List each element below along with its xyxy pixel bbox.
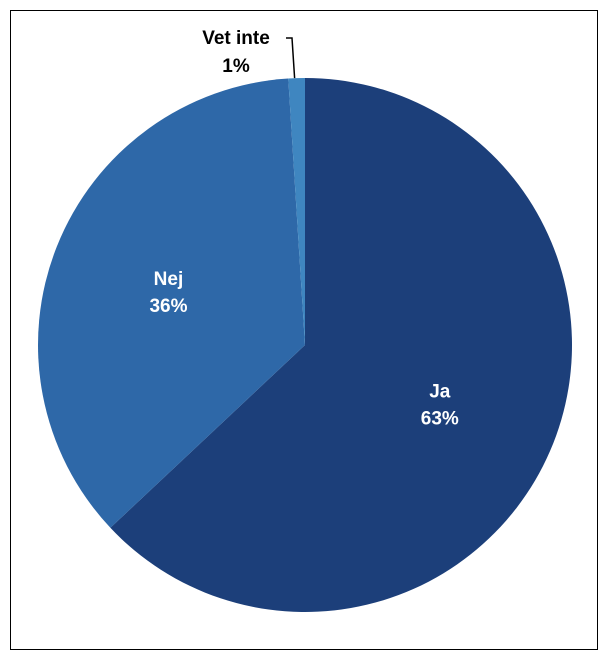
slice-label-ja: Ja [429, 381, 451, 402]
pie-slice-nej [37, 78, 305, 528]
pie-labels: Ja 63% Nej 36% Vet inte 1% [149, 28, 458, 429]
pie-slice-ja [110, 78, 572, 612]
leader-line-vet-inte [286, 37, 296, 79]
slice-label-nej: Nej [154, 269, 184, 290]
slice-value-nej: 36% [149, 296, 187, 317]
pie-chart: Ja 63% Nej 36% Vet inte 1% [37, 28, 572, 612]
slice-value-vet-inte: 1% [222, 56, 250, 77]
slice-value-ja: 63% [421, 408, 459, 429]
slice-label-vet-inte: Vet inte [202, 28, 270, 49]
pie-slice-vet-inte [288, 78, 305, 345]
pie-slices [37, 78, 572, 612]
